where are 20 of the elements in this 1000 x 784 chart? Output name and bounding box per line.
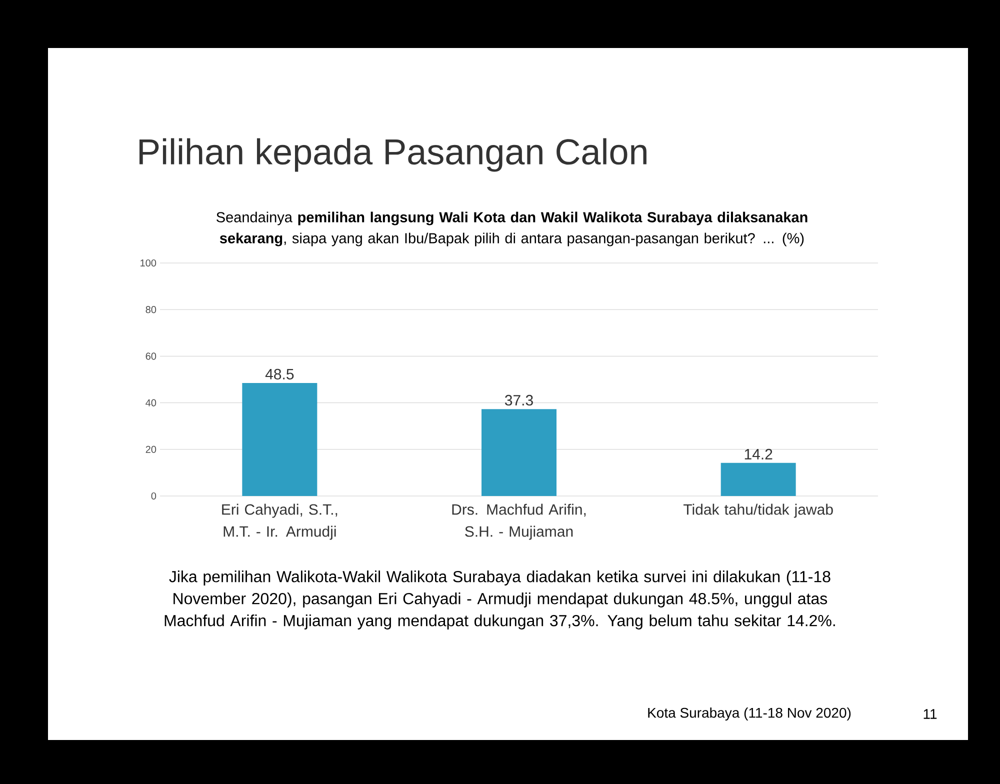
data-label: 48.5: [265, 368, 294, 380]
x-tick-label: Drs. Machfud Arifin, S.H. - Mujiaman: [452, 504, 586, 540]
y-tick-label: 60: [146, 352, 156, 360]
y-tick-label: 80: [146, 306, 156, 314]
y-tick-label: 100: [140, 259, 156, 267]
x-tick-label: Tidak tahu/tidak jawab: [683, 504, 833, 518]
text: Seandainya pemilihan langsung Wali Kota dan Wakil Walikota Surabaya dilaksanakan sekarang, siapa yang akan Ibu/Bapak pilih di antara pasangan-pasangan berikut? ... (%): [216, 212, 808, 246]
text: 11: [924, 709, 937, 719]
x-tick-label: Eri Cahyadi, S.T., M.T. - Ir. Armudji: [222, 504, 338, 540]
data-label: 14.2: [744, 448, 772, 460]
bar: [242, 382, 318, 496]
chart-title: Pilihan kepada Pasangan Calon: [139, 138, 646, 172]
bar: [720, 462, 796, 496]
y-tick-label: 40: [146, 399, 156, 406]
bar: [482, 409, 557, 496]
text: Jika pemilihan Walikota-Wakil Walikota Surabaya diadakan ketika survei ini dilakukan (11-18 November 2020), pasangan Eri Cahyadi - Armudji mendapat dukungan 48.5%, unggul atas Machfud Arifin - Mujiaman yang mendapat dukungan 37,3%. Yang belum tahu sekitar 14.2%.: [164, 570, 835, 630]
text: Kota Surabaya (11-18 Nov 2020): [648, 707, 851, 721]
y-tick-label: 20: [146, 446, 156, 453]
data-label: 37.3: [504, 394, 533, 406]
y-tick-label: 0: [151, 492, 156, 500]
